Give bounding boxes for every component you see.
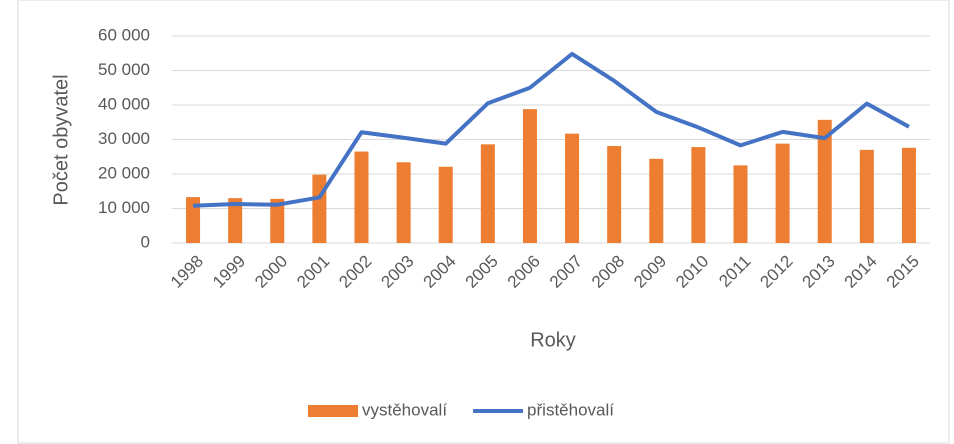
y-tick-label: 30 000 [98, 129, 150, 148]
bar [901, 147, 916, 243]
bar [607, 146, 622, 243]
bar [859, 149, 874, 243]
bar [522, 109, 537, 243]
bar [312, 174, 327, 243]
bar [649, 158, 664, 243]
legend-label: vystěhovalí [362, 400, 447, 419]
bar [775, 143, 790, 243]
y-tick-label: 50 000 [98, 60, 150, 79]
legend-label: přistěhovalí [527, 400, 614, 419]
bar [733, 165, 748, 243]
bar [480, 144, 495, 243]
bar [565, 133, 580, 243]
y-tick-label: 10 000 [98, 198, 150, 217]
bar [354, 151, 369, 243]
y-tick-label: 40 000 [98, 94, 150, 113]
line [192, 51, 910, 208]
legend-swatch [308, 405, 358, 417]
y-tick-label: 0 [141, 232, 150, 251]
y-tick-label: 20 000 [98, 163, 150, 182]
bar [228, 198, 243, 243]
bar [186, 197, 201, 243]
bar [396, 162, 411, 243]
bar [817, 119, 832, 243]
bar [691, 147, 706, 243]
y-axis-label: Počet obyvatel [50, 74, 72, 205]
y-tick-label: 60 000 [98, 25, 150, 44]
bar [270, 198, 285, 243]
bar [438, 166, 453, 243]
x-axis-label: Roky [530, 329, 576, 351]
